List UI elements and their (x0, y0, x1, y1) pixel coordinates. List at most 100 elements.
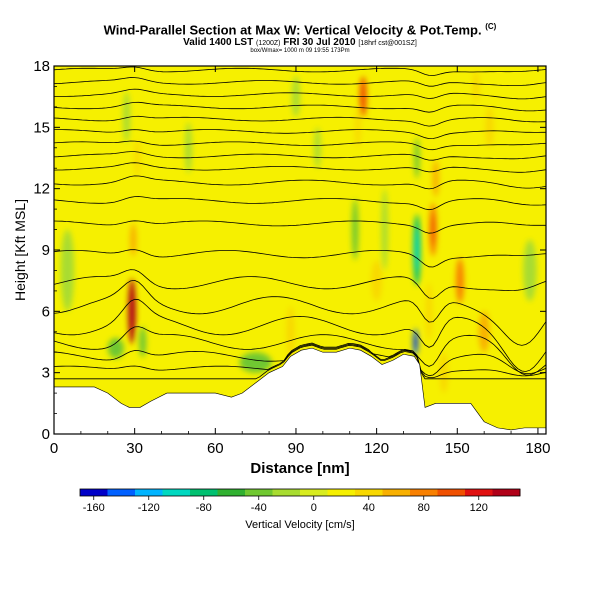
x-tick-label-60: 60 (207, 440, 224, 457)
y-tick-label-15: 15 (33, 119, 50, 136)
velocity-cell-7 (355, 106, 361, 148)
theta-contour-12 (54, 151, 546, 161)
colorbar-swatch-12 (410, 489, 438, 496)
theta-contour-14 (54, 129, 546, 140)
velocity-cell-3 (107, 337, 124, 359)
velocity-core-12 (414, 334, 417, 350)
chart-title-text: Wind-Parallel Section at Max W: Vertical… (103, 22, 482, 38)
colorbar-swatch-3 (162, 489, 191, 496)
x-tick-label-90: 90 (288, 440, 305, 457)
x-tick-label-30: 30 (126, 440, 143, 457)
velocity-cell-18 (478, 311, 490, 353)
theta-contour-15 (54, 115, 546, 127)
x-tick-label-150: 150 (445, 440, 470, 457)
colorbar-swatch-13 (437, 489, 466, 496)
velocity-cell-13 (414, 137, 420, 179)
velocity-cell-22 (286, 306, 295, 358)
theta-contours (54, 66, 546, 380)
theta-contour-4 (54, 298, 546, 372)
subtitle-zulu: (1200Z) (256, 40, 281, 47)
colorbar-tick-label-80: 80 (418, 502, 430, 514)
velocity-core-0 (130, 291, 134, 331)
theta-contour-7 (54, 249, 546, 268)
colorbar-swatch-2 (135, 489, 163, 496)
velocity-cell-20 (485, 106, 494, 148)
theta-contour-17 (54, 88, 546, 100)
velocity-cell-14 (381, 188, 388, 271)
x-axis: 0 30 60 90 120 150 180 (50, 66, 550, 457)
velocity-cell-19 (472, 71, 480, 102)
colorbar-swatch-7 (272, 489, 301, 496)
colorbar-swatch-5 (217, 489, 246, 496)
velocity-cell-24 (224, 86, 233, 128)
colorbar-swatch-1 (107, 489, 136, 496)
theta-contour-19 (54, 66, 546, 77)
theta-contour-9 (54, 196, 546, 211)
theta-contour-18 (54, 77, 546, 87)
y-axis-label: Height [Kft MSL] (12, 199, 28, 301)
theta-contour-6 (54, 269, 546, 299)
velocity-cell-4 (139, 326, 147, 358)
x-tick-label-180: 180 (525, 440, 550, 457)
velocity-cell-1 (130, 223, 137, 257)
subtitle-date: FRI 30 Jul 2010 (283, 37, 356, 48)
theta-contour-1 (54, 343, 546, 379)
colorbar-tick-label--40: -40 (251, 502, 267, 514)
y-tick-label-12: 12 (33, 181, 50, 198)
colorbar-swatch-10 (355, 489, 383, 496)
theta-contour-8 (54, 220, 546, 234)
y-axis: 0 3 6 9 12 15 18 (33, 58, 546, 443)
colorbar: -160 -120 -80 -40 0 40 80 120 (79, 488, 521, 514)
velocity-core-17 (457, 267, 462, 295)
y-tick-label-0: 0 (42, 426, 50, 443)
colorbar-swatch-8 (300, 489, 328, 496)
terrain (54, 347, 546, 434)
velocity-cell-29 (523, 239, 537, 302)
chart-subtitle: Valid 1400 LST (1200Z) FRI 30 Jul 2010 [… (0, 37, 600, 48)
velocity-core-8 (431, 213, 435, 246)
velocity-cell-2 (134, 139, 141, 177)
x-tick-label-0: 0 (50, 440, 58, 457)
x-axis-label: Distance [nm] (250, 460, 350, 477)
colorbar-tick-label--80: -80 (196, 502, 212, 514)
colorbar-label: Vertical Velocity [cm/s] (245, 519, 355, 531)
colorbar-swatch-6 (245, 489, 273, 496)
theta-contour-2 (54, 342, 546, 377)
colorbar-tick-label--120: -120 (138, 502, 160, 514)
x-tick-label-120: 120 (364, 440, 389, 457)
colorbar-tick-label-40: 40 (363, 502, 375, 514)
theta-contour-11 (54, 162, 546, 173)
theta-contour-0 (54, 344, 546, 380)
theta-contour-3 (54, 326, 546, 376)
theta-contour-13 (54, 140, 546, 151)
velocity-cell-16 (371, 260, 382, 302)
colorbar-frame (79, 488, 521, 497)
velocity-cell-15 (351, 198, 359, 261)
velocity-cell-23 (184, 122, 192, 174)
colorbar-swatch-0 (80, 489, 108, 496)
colorbar-tick-label-0: 0 (311, 502, 317, 514)
chart-title: Wind-Parallel Section at Max W: Vertical… (0, 22, 600, 37)
velocity-cell-28 (60, 229, 75, 312)
velocity-core-11 (415, 228, 419, 272)
velocity-cell-26 (314, 127, 321, 169)
y-tick-label-3: 3 (42, 365, 50, 382)
colorbar-swatch-14 (465, 489, 493, 496)
theta-contour-5 (54, 279, 546, 346)
colorbar-swatch-4 (190, 489, 218, 496)
velocity-cell-30 (439, 352, 448, 394)
velocity-cell-9 (432, 160, 439, 197)
y-tick-label-9: 9 (42, 242, 50, 259)
chart-title-mark: (C) (485, 22, 497, 31)
subtitle-grid: [18hrf cst@001SZ] (358, 40, 417, 47)
chart-subtitle-2: box/Wmax= 1000 m 09 19:55 173Pm (250, 48, 350, 54)
theta-contour-16 (54, 101, 546, 113)
colorbar-tick-label-120: 120 (470, 502, 488, 514)
subtitle-valid: Valid 1400 LST (183, 37, 254, 48)
theta-contour-10 (54, 175, 546, 190)
velocity-cell-10 (425, 282, 433, 340)
velocity-cell-25 (291, 76, 301, 118)
y-tick-label-6: 6 (42, 303, 50, 320)
colorbar-swatch-11 (382, 489, 411, 496)
